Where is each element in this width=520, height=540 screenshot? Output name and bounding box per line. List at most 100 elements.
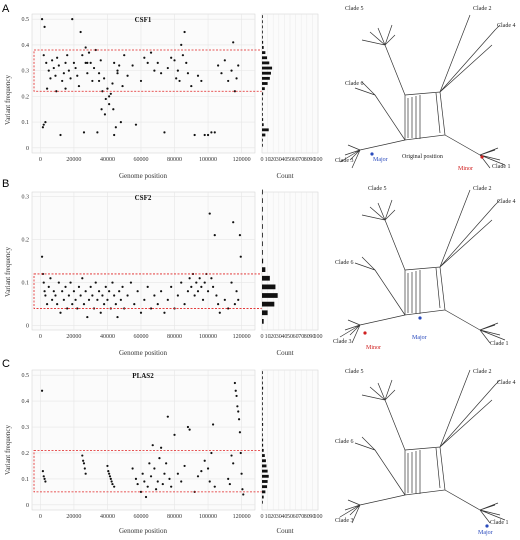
- data-point: [180, 43, 183, 46]
- histogram-bar: [262, 438, 264, 442]
- major-marker-b: [418, 316, 422, 320]
- data-point: [215, 294, 218, 297]
- data-point: [210, 131, 213, 134]
- data-point: [136, 290, 139, 293]
- data-point: [45, 87, 49, 90]
- data-point: [139, 79, 143, 83]
- data-point: [230, 454, 233, 457]
- data-point: [223, 59, 226, 62]
- data-point: [79, 294, 82, 297]
- data-point: [113, 485, 116, 488]
- data-point: [101, 294, 104, 297]
- histogram-bar: [262, 433, 263, 437]
- data-point: [91, 79, 94, 83]
- data-point: [143, 480, 146, 483]
- plot-area: [31, 13, 256, 154]
- clade-6-label-b: Clade 6: [335, 260, 354, 266]
- data-point: [114, 303, 117, 306]
- data-point: [102, 303, 106, 306]
- data-point: [161, 482, 164, 486]
- x-tick-label: 80000: [167, 334, 182, 340]
- data-point: [144, 495, 148, 499]
- data-point: [118, 290, 121, 293]
- data-point: [52, 66, 55, 70]
- x-tick-label: 20000: [66, 514, 81, 520]
- histogram-bar: [262, 250, 263, 255]
- histogram-bar: [262, 428, 263, 432]
- data-point: [87, 298, 91, 301]
- histogram-bar: [262, 20, 263, 24]
- data-point: [92, 66, 96, 70]
- histogram-bar: [262, 118, 264, 121]
- data-point: [203, 459, 206, 462]
- data-point: [116, 69, 119, 72]
- data-point: [109, 92, 112, 95]
- data-point: [108, 102, 111, 106]
- data-point: [42, 123, 45, 126]
- x-tick-label: 80000: [167, 157, 182, 163]
- data-point: [45, 61, 48, 65]
- y-tick-label: 0: [26, 503, 29, 509]
- data-point: [196, 290, 200, 293]
- data-point: [62, 72, 65, 75]
- histogram-bar: [262, 102, 263, 106]
- plot-area: [31, 191, 256, 331]
- data-point: [217, 303, 220, 306]
- data-point: [227, 477, 230, 480]
- data-point: [86, 315, 89, 319]
- count-tick-label: 70: [298, 157, 304, 163]
- data-point: [82, 303, 86, 306]
- chart-title-c: PLAS2: [132, 372, 154, 380]
- clade-4-label-b: Clade 4: [497, 199, 516, 205]
- data-point: [106, 298, 109, 301]
- data-point: [217, 64, 220, 67]
- data-point: [100, 108, 103, 111]
- histogram-bar: [262, 112, 263, 116]
- data-point: [153, 294, 156, 297]
- x-tick-label: 40000: [100, 334, 115, 340]
- data-point: [47, 285, 50, 288]
- clade-6-label-a: Clade 6: [345, 81, 364, 87]
- data-point: [186, 290, 190, 293]
- x-tick-label: 120000: [233, 334, 251, 340]
- phylo-tree-a: [339, 14, 506, 169]
- data-point: [84, 290, 87, 293]
- data-point: [52, 290, 55, 293]
- data-point: [146, 61, 149, 65]
- data-point: [203, 133, 206, 137]
- data-point: [97, 79, 101, 83]
- data-point: [114, 126, 117, 129]
- data-point: [206, 467, 210, 470]
- data-point: [45, 303, 49, 306]
- data-point: [149, 307, 153, 310]
- data-point: [156, 61, 159, 65]
- clade-4-label-c: Clade 4: [497, 380, 516, 386]
- data-point: [239, 451, 242, 455]
- data-point: [99, 311, 102, 314]
- count-tick-label: 20: [270, 334, 276, 340]
- data-point: [232, 41, 235, 44]
- data-point: [97, 72, 101, 75]
- xlabel-c: Genome position: [119, 527, 168, 535]
- data-point: [176, 69, 179, 72]
- data-point: [213, 234, 216, 237]
- data-point: [237, 64, 240, 67]
- clade-2-label-a: Clade 2: [473, 6, 492, 12]
- data-point: [168, 477, 171, 480]
- data-point: [94, 281, 97, 284]
- data-point: [148, 462, 151, 465]
- data-point: [242, 493, 245, 496]
- data-point: [121, 285, 124, 288]
- data-point: [196, 74, 200, 77]
- data-point: [163, 311, 166, 314]
- histogram-bar: [262, 76, 270, 80]
- y-tick-label: 0.5: [22, 373, 30, 379]
- highlight-box: [33, 449, 279, 493]
- data-point: [81, 454, 84, 457]
- data-point: [227, 307, 230, 310]
- data-point: [108, 475, 112, 478]
- data-point: [208, 480, 211, 483]
- data-point: [71, 18, 74, 21]
- data-point: [178, 79, 181, 83]
